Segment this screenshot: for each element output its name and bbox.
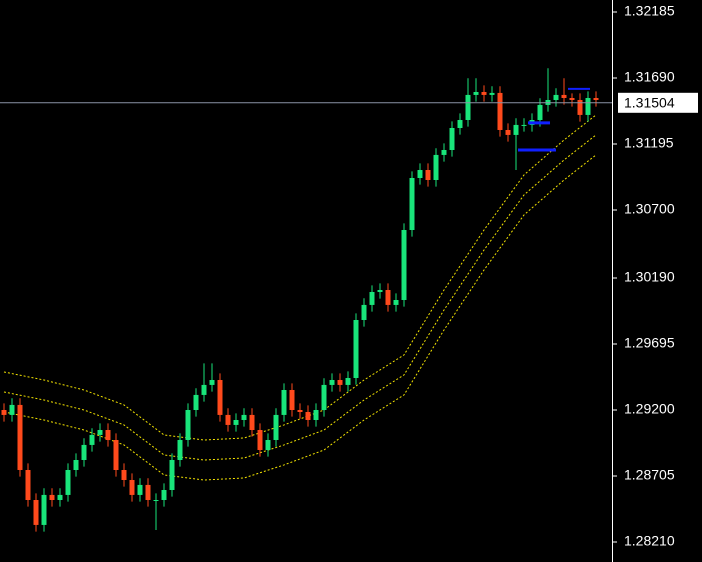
y-tick-label: 1.28210 [624, 533, 675, 549]
candle-body [489, 92, 495, 95]
candle-body [241, 414, 247, 420]
candle-body [257, 430, 263, 450]
y-tick-label: 1.30190 [624, 269, 675, 285]
candle-body [65, 470, 71, 495]
candle-body [321, 384, 327, 410]
candle-body [561, 94, 567, 98]
candle-body [169, 460, 175, 490]
candle-body [273, 414, 279, 440]
candle-body [145, 484, 151, 500]
candle-body [481, 92, 487, 95]
candle-body [161, 490, 167, 500]
candle-body [177, 440, 183, 460]
candle-body [265, 440, 271, 450]
y-tick-label: 1.29200 [624, 401, 675, 417]
candle-body [417, 170, 423, 178]
candle-body [585, 98, 591, 115]
candle-body [97, 430, 103, 435]
candle-body [577, 100, 583, 115]
candle-body [113, 440, 119, 470]
candle-body [553, 94, 559, 100]
y-tick-label: 1.30700 [624, 201, 675, 217]
candle-body [369, 292, 375, 305]
candle-body [105, 430, 111, 440]
candle-body [137, 484, 143, 495]
candle-body [377, 290, 383, 292]
candle-body [73, 460, 79, 470]
current-price-box [618, 92, 698, 113]
candle-body [497, 92, 503, 130]
candle-body [153, 500, 159, 501]
candle-body [297, 410, 303, 412]
candle-body [305, 412, 311, 420]
candle-body [385, 290, 391, 305]
candle-body [81, 444, 87, 460]
candle-body [345, 378, 351, 385]
y-tick-label: 1.31195 [624, 135, 674, 151]
y-tick-label: 1.28705 [624, 467, 675, 483]
candle-body [393, 300, 399, 305]
candle-body [281, 390, 287, 415]
candle-body [121, 470, 127, 480]
candle-body [193, 394, 199, 410]
candle-body [49, 494, 55, 500]
candle-body [329, 380, 335, 385]
candle-body [353, 320, 359, 378]
candle-body [33, 500, 39, 525]
candle-body [1, 410, 7, 415]
candle-body [425, 170, 431, 180]
y-tick-label: 1.31690 [624, 69, 675, 85]
candle-body [505, 130, 511, 135]
candle-body [17, 404, 23, 470]
candle-body [449, 128, 455, 150]
candle-body [185, 410, 191, 440]
candle-body [593, 98, 599, 100]
candle-body [457, 120, 463, 128]
y-tick-label: 1.32185 [624, 3, 675, 19]
candle-body [9, 404, 15, 415]
candle-body [569, 98, 575, 100]
candle-body [313, 410, 319, 420]
candle-body [361, 304, 367, 320]
candle-body [513, 124, 519, 135]
candle-body [41, 494, 47, 525]
candle-body [225, 414, 231, 425]
candle-body [521, 124, 527, 126]
candle-body [465, 94, 471, 120]
candle-body [217, 380, 223, 415]
candle-body [337, 380, 343, 385]
y-tick-label: 1.29695 [624, 335, 675, 351]
current-price-label: 1.31504 [624, 95, 675, 111]
candle-body [25, 470, 31, 500]
candle-body [433, 154, 439, 180]
candle-body [401, 230, 407, 300]
candle-body [537, 104, 543, 120]
candle-body [409, 178, 415, 230]
candle-body [249, 414, 255, 430]
candle-body [233, 420, 239, 425]
candle-body [201, 384, 207, 395]
candle-body [209, 380, 215, 385]
candle-body [89, 434, 95, 445]
candle-body [129, 480, 135, 495]
candle-body [57, 494, 63, 500]
candle-body [289, 390, 295, 410]
candle-body [473, 92, 479, 95]
candle-body [441, 150, 447, 155]
